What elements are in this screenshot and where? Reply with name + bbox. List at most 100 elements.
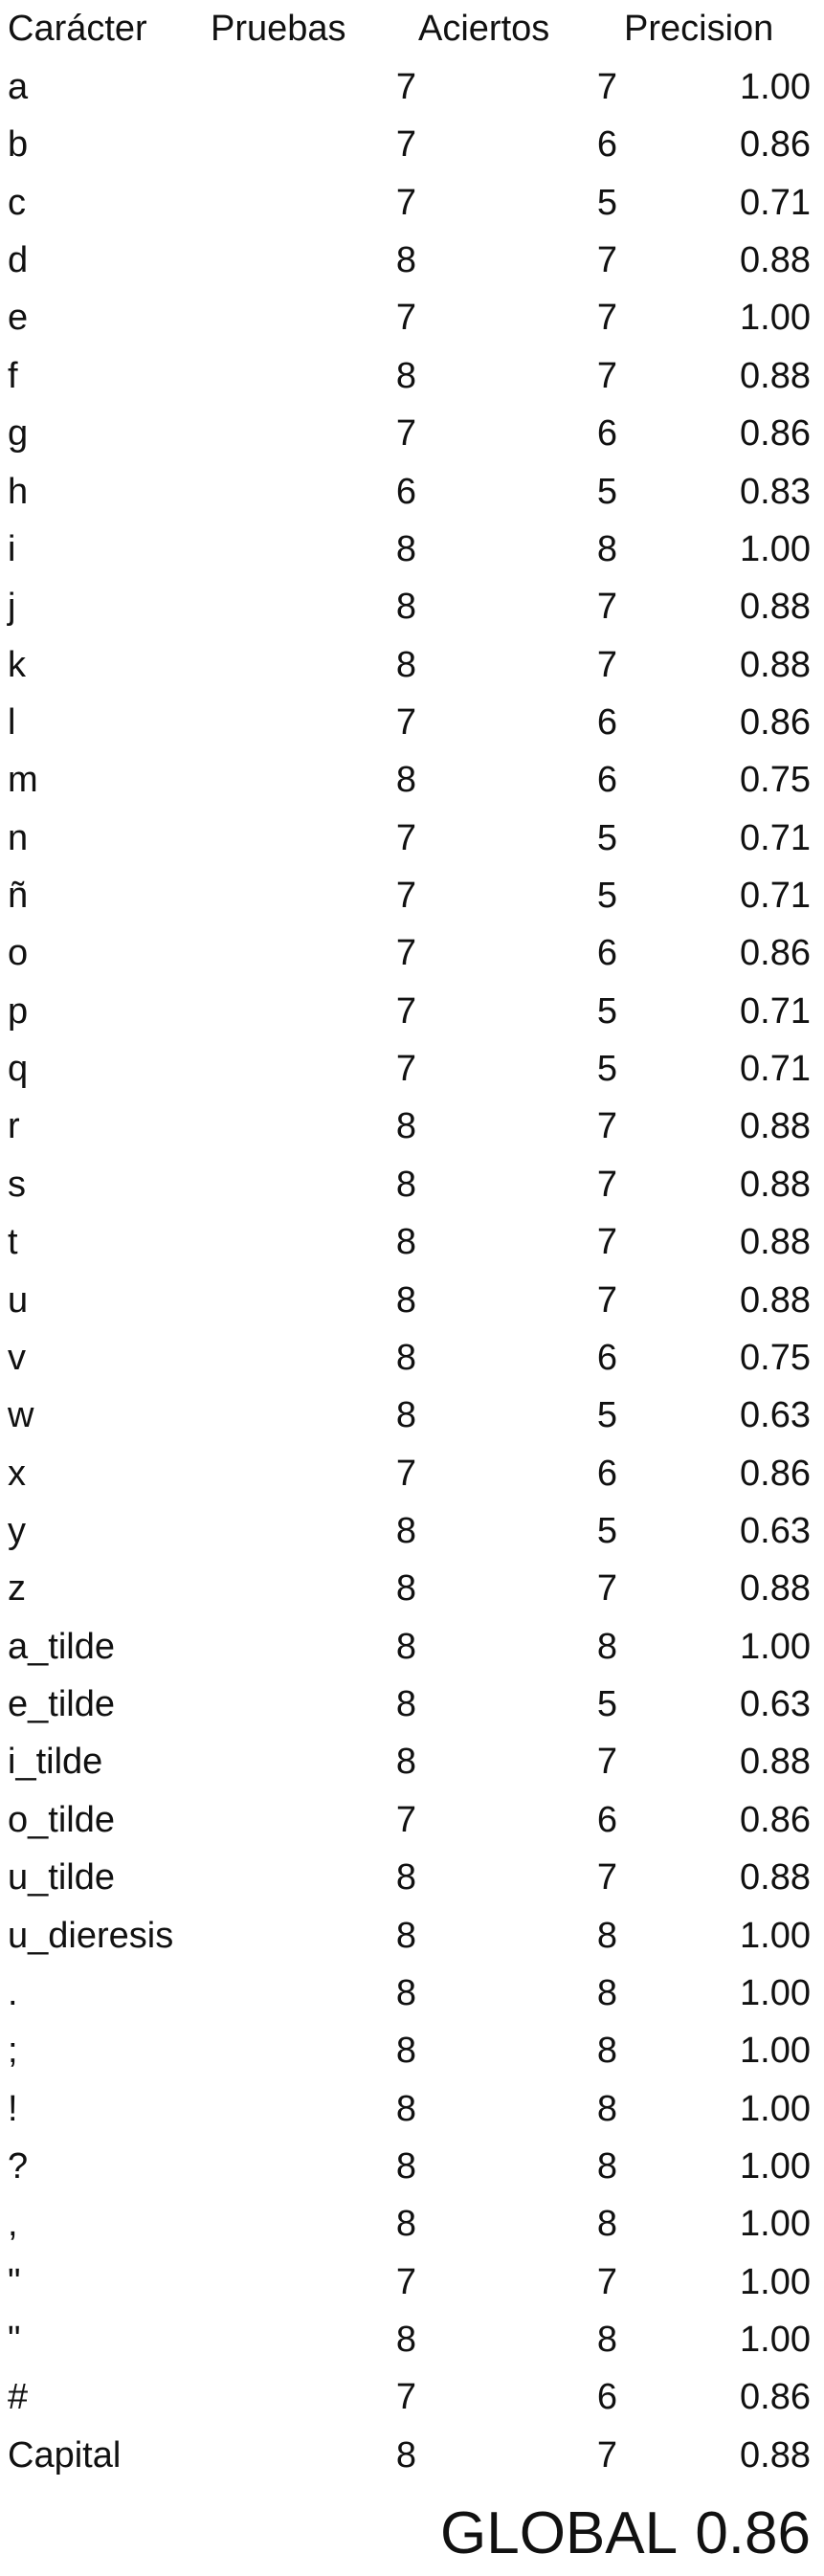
- table-row: d 8 7 0.88: [0, 232, 824, 289]
- cell-trials: 8: [395, 1915, 416, 1956]
- header-trials: Pruebas: [211, 9, 346, 49]
- cell-precision: 1.00: [740, 2145, 811, 2187]
- cell-trials: 7: [395, 933, 416, 974]
- table-row: e_tilde 8 5 0.63: [0, 1676, 824, 1733]
- cell-character: l: [8, 701, 16, 743]
- table-row: u 8 7 0.88: [0, 1272, 824, 1329]
- cell-precision: 0.88: [740, 355, 811, 396]
- cell-precision: 1.00: [740, 1972, 811, 2013]
- cell-trials: 8: [395, 1222, 416, 1263]
- cell-trials: 8: [395, 1511, 416, 1551]
- cell-trials: 7: [395, 67, 416, 107]
- cell-hits: 8: [596, 528, 617, 569]
- cell-precision: 0.83: [740, 471, 811, 512]
- cell-trials: 8: [395, 1164, 416, 1205]
- cell-character: q: [8, 1049, 29, 1090]
- cell-precision: 0.86: [740, 2377, 811, 2418]
- table-row: x 7 6 0.86: [0, 1445, 824, 1502]
- table-row: ? 8 8 1.00: [0, 2138, 824, 2195]
- table-row: a 7 7 1.00: [0, 58, 824, 116]
- cell-character: o: [8, 933, 29, 974]
- global-label: GLOBAL: [440, 2500, 679, 2566]
- cell-character: f: [8, 355, 18, 396]
- cell-trials: 8: [395, 1106, 416, 1147]
- cell-trials: 8: [395, 1626, 416, 1667]
- header-precision: Precision: [624, 9, 774, 49]
- table-row: q 7 5 0.71: [0, 1040, 824, 1098]
- cell-precision: 0.63: [740, 1395, 811, 1436]
- table-row: o 7 6 0.86: [0, 924, 824, 982]
- cell-character: e_tilde: [8, 1684, 115, 1725]
- cell-trials: 8: [395, 1337, 416, 1378]
- cell-precision: 1.00: [740, 1915, 811, 1956]
- cell-hits: 8: [596, 2145, 617, 2187]
- cell-character: v: [8, 1337, 26, 1378]
- cell-precision: 1.00: [740, 2320, 811, 2361]
- cell-trials: 8: [395, 1857, 416, 1899]
- cell-precision: 0.88: [740, 644, 811, 685]
- table-row: Capital 8 7 0.88: [0, 2427, 824, 2484]
- global-summary: GLOBAL 0.86: [0, 2498, 824, 2569]
- table-header: Carácter Pruebas Aciertos Precision: [0, 0, 824, 57]
- cell-character: z: [8, 1568, 26, 1610]
- cell-hits: 7: [596, 1106, 617, 1147]
- table-row: c 7 5 0.71: [0, 174, 824, 232]
- cell-hits: 5: [596, 1395, 617, 1436]
- cell-hits: 5: [596, 182, 617, 223]
- cell-precision: 0.86: [740, 1453, 811, 1494]
- cell-trials: 7: [395, 2377, 416, 2418]
- cell-hits: 5: [596, 1684, 617, 1725]
- cell-trials: 7: [395, 701, 416, 743]
- cell-hits: 5: [596, 1049, 617, 1090]
- cell-precision: 0.86: [740, 413, 811, 455]
- cell-trials: 7: [395, 1799, 416, 1840]
- cell-hits: 7: [596, 587, 617, 628]
- cell-hits: 8: [596, 2088, 617, 2129]
- cell-precision: 0.88: [740, 1568, 811, 1610]
- cell-character: !: [8, 2088, 18, 2129]
- cell-precision: 0.63: [740, 1684, 811, 1725]
- cell-trials: 7: [395, 817, 416, 858]
- cell-trials: 7: [395, 1453, 416, 1494]
- table-row: #7 6 0.86: [0, 2368, 824, 2426]
- cell-trials: 7: [395, 124, 416, 166]
- cell-trials: 8: [395, 2320, 416, 2361]
- table-row: m 8 6 0.75: [0, 751, 824, 809]
- cell-precision: 0.88: [740, 1279, 811, 1321]
- cell-hits: 7: [596, 240, 617, 281]
- cell-precision: 1.00: [740, 2261, 811, 2302]
- cell-precision: 0.88: [740, 1164, 811, 1205]
- cell-trials: 7: [395, 182, 416, 223]
- cell-character: x: [8, 1453, 26, 1494]
- cell-character: w: [8, 1395, 34, 1436]
- cell-trials: 8: [395, 1395, 416, 1436]
- cell-trials: 8: [395, 528, 416, 569]
- cell-hits: 8: [596, 2204, 617, 2245]
- cell-hits: 6: [596, 1337, 617, 1378]
- cell-trials: 7: [395, 298, 416, 339]
- cell-precision: 0.86: [740, 933, 811, 974]
- cell-hits: 7: [596, 298, 617, 339]
- cell-hits: 6: [596, 413, 617, 455]
- cell-trials: 7: [395, 990, 416, 1032]
- cell-hits: 7: [596, 355, 617, 396]
- cell-precision: 0.75: [740, 760, 811, 801]
- cell-trials: 7: [395, 876, 416, 917]
- cell-hits: 5: [596, 990, 617, 1032]
- cell-character: #: [8, 2377, 29, 2418]
- cell-precision: 0.88: [740, 1106, 811, 1147]
- table-row: e 7 7 1.00: [0, 289, 824, 346]
- cell-trials: 8: [395, 240, 416, 281]
- cell-character: ñ: [8, 876, 29, 917]
- cell-hits: 8: [596, 2031, 617, 2072]
- header-character: Carácter: [8, 9, 147, 49]
- cell-character: ,: [8, 2204, 18, 2245]
- cell-character: d: [8, 240, 29, 281]
- table-row: s 8 7 0.88: [0, 1156, 824, 1213]
- cell-precision: 0.71: [740, 1049, 811, 1090]
- cell-precision: 0.71: [740, 990, 811, 1032]
- table-row: b 7 6 0.86: [0, 116, 824, 173]
- cell-character: ": [8, 2261, 21, 2302]
- cell-trials: 8: [395, 1742, 416, 1783]
- table-row: " 8 8 1.00: [0, 2311, 824, 2368]
